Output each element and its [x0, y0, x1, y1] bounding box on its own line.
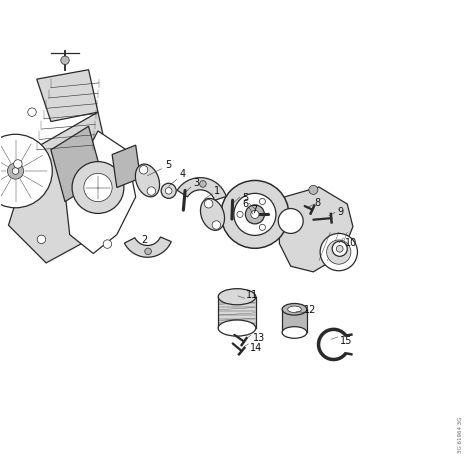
Circle shape	[309, 185, 318, 194]
Text: 1: 1	[214, 186, 220, 196]
Text: 3G 61964 3G: 3G 61964 3G	[458, 417, 463, 453]
Circle shape	[221, 181, 289, 248]
Circle shape	[37, 235, 46, 244]
Text: 11: 11	[246, 291, 258, 301]
Text: 15: 15	[340, 336, 352, 346]
Circle shape	[8, 163, 24, 179]
Polygon shape	[279, 187, 353, 272]
Text: 6: 6	[243, 199, 249, 209]
Circle shape	[204, 200, 213, 208]
Ellipse shape	[282, 303, 307, 315]
Circle shape	[84, 173, 112, 201]
Circle shape	[139, 165, 148, 174]
Circle shape	[165, 188, 172, 194]
Circle shape	[278, 209, 303, 233]
Polygon shape	[36, 70, 98, 121]
Polygon shape	[218, 297, 256, 328]
Circle shape	[161, 183, 176, 198]
Circle shape	[61, 56, 69, 64]
Polygon shape	[201, 199, 225, 230]
Text: 7: 7	[251, 205, 257, 215]
Circle shape	[147, 187, 155, 195]
Text: 8: 8	[315, 198, 321, 208]
Circle shape	[234, 193, 276, 236]
Polygon shape	[51, 126, 103, 201]
Text: 14: 14	[250, 343, 262, 353]
Ellipse shape	[288, 306, 301, 312]
Polygon shape	[65, 131, 136, 254]
Polygon shape	[112, 145, 140, 188]
Circle shape	[237, 211, 243, 218]
Polygon shape	[177, 178, 226, 201]
Circle shape	[0, 134, 52, 208]
Circle shape	[28, 108, 36, 117]
Polygon shape	[9, 112, 117, 263]
Circle shape	[200, 181, 206, 187]
Circle shape	[72, 162, 124, 213]
Ellipse shape	[282, 327, 307, 338]
Circle shape	[259, 199, 265, 204]
Text: 4: 4	[180, 169, 186, 179]
Text: 5: 5	[165, 160, 172, 170]
Text: 13: 13	[253, 333, 265, 343]
Polygon shape	[124, 237, 171, 257]
Polygon shape	[282, 310, 307, 332]
Circle shape	[14, 160, 22, 168]
Circle shape	[212, 221, 220, 229]
Circle shape	[251, 210, 259, 219]
Ellipse shape	[218, 320, 256, 336]
Circle shape	[327, 240, 351, 264]
Text: 9: 9	[337, 207, 343, 217]
Text: 10: 10	[346, 238, 357, 248]
Circle shape	[145, 248, 151, 255]
Circle shape	[332, 241, 347, 256]
Text: 2: 2	[141, 235, 147, 245]
Circle shape	[12, 168, 19, 174]
Circle shape	[320, 233, 357, 271]
Ellipse shape	[218, 289, 256, 305]
Circle shape	[246, 205, 264, 224]
Text: 3: 3	[194, 178, 200, 188]
Text: 5: 5	[242, 193, 248, 203]
Text: 12: 12	[304, 305, 317, 315]
Polygon shape	[136, 164, 160, 197]
Circle shape	[259, 224, 265, 230]
Circle shape	[337, 246, 343, 252]
Circle shape	[103, 240, 112, 248]
